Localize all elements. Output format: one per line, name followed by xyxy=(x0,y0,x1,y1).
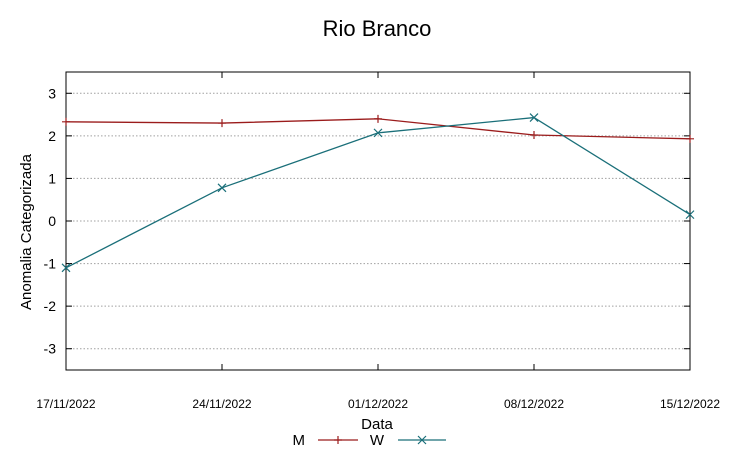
data-point xyxy=(530,131,538,140)
data-point xyxy=(417,435,427,445)
data-point xyxy=(686,134,694,143)
y-tick-label: -1 xyxy=(44,256,57,272)
legend-item-w: W xyxy=(370,432,446,449)
legend-label: M xyxy=(293,432,306,449)
x-tick-label: 01/12/2022 xyxy=(348,397,408,411)
data-point xyxy=(334,436,342,444)
grid xyxy=(66,92,690,350)
data-point xyxy=(529,113,539,122)
legend-label: W xyxy=(370,432,385,449)
y-tick-label: 3 xyxy=(48,85,56,101)
x-tick-label: 15/12/2022 xyxy=(660,397,720,411)
data-point xyxy=(61,263,71,273)
x-axis: 17/11/2022 24/11/2022 01/12/2022 08/12/2022… xyxy=(36,72,720,411)
series-line xyxy=(65,116,691,269)
data-point xyxy=(62,117,70,126)
x-tick-label: 17/11/2022 xyxy=(36,397,95,411)
y-tick-label: 1 xyxy=(48,170,56,186)
series-w xyxy=(61,113,695,273)
y-tick-label: -3 xyxy=(44,341,57,357)
x-axis-label: Data xyxy=(361,416,393,433)
data-point xyxy=(374,114,382,123)
y-axis-label: Anomalia Categorizada xyxy=(18,153,35,310)
series-m xyxy=(62,114,694,143)
data-point xyxy=(217,183,227,193)
y-tick-label: -2 xyxy=(44,298,57,314)
series xyxy=(61,113,695,273)
data-point xyxy=(685,210,695,220)
chart-title: Rio Branco xyxy=(323,16,432,41)
data-point xyxy=(218,119,226,128)
y-tick-label: 0 xyxy=(48,213,56,229)
y-axis: -3 -2 -1 0 1 2 3 xyxy=(44,85,690,357)
x-tick-label: 08/12/2022 xyxy=(504,397,564,411)
data-point xyxy=(373,128,383,138)
y-tick-label: 2 xyxy=(48,128,56,144)
x-tick-label: 24/11/2022 xyxy=(192,397,251,411)
legend-item-m: M xyxy=(293,432,358,449)
